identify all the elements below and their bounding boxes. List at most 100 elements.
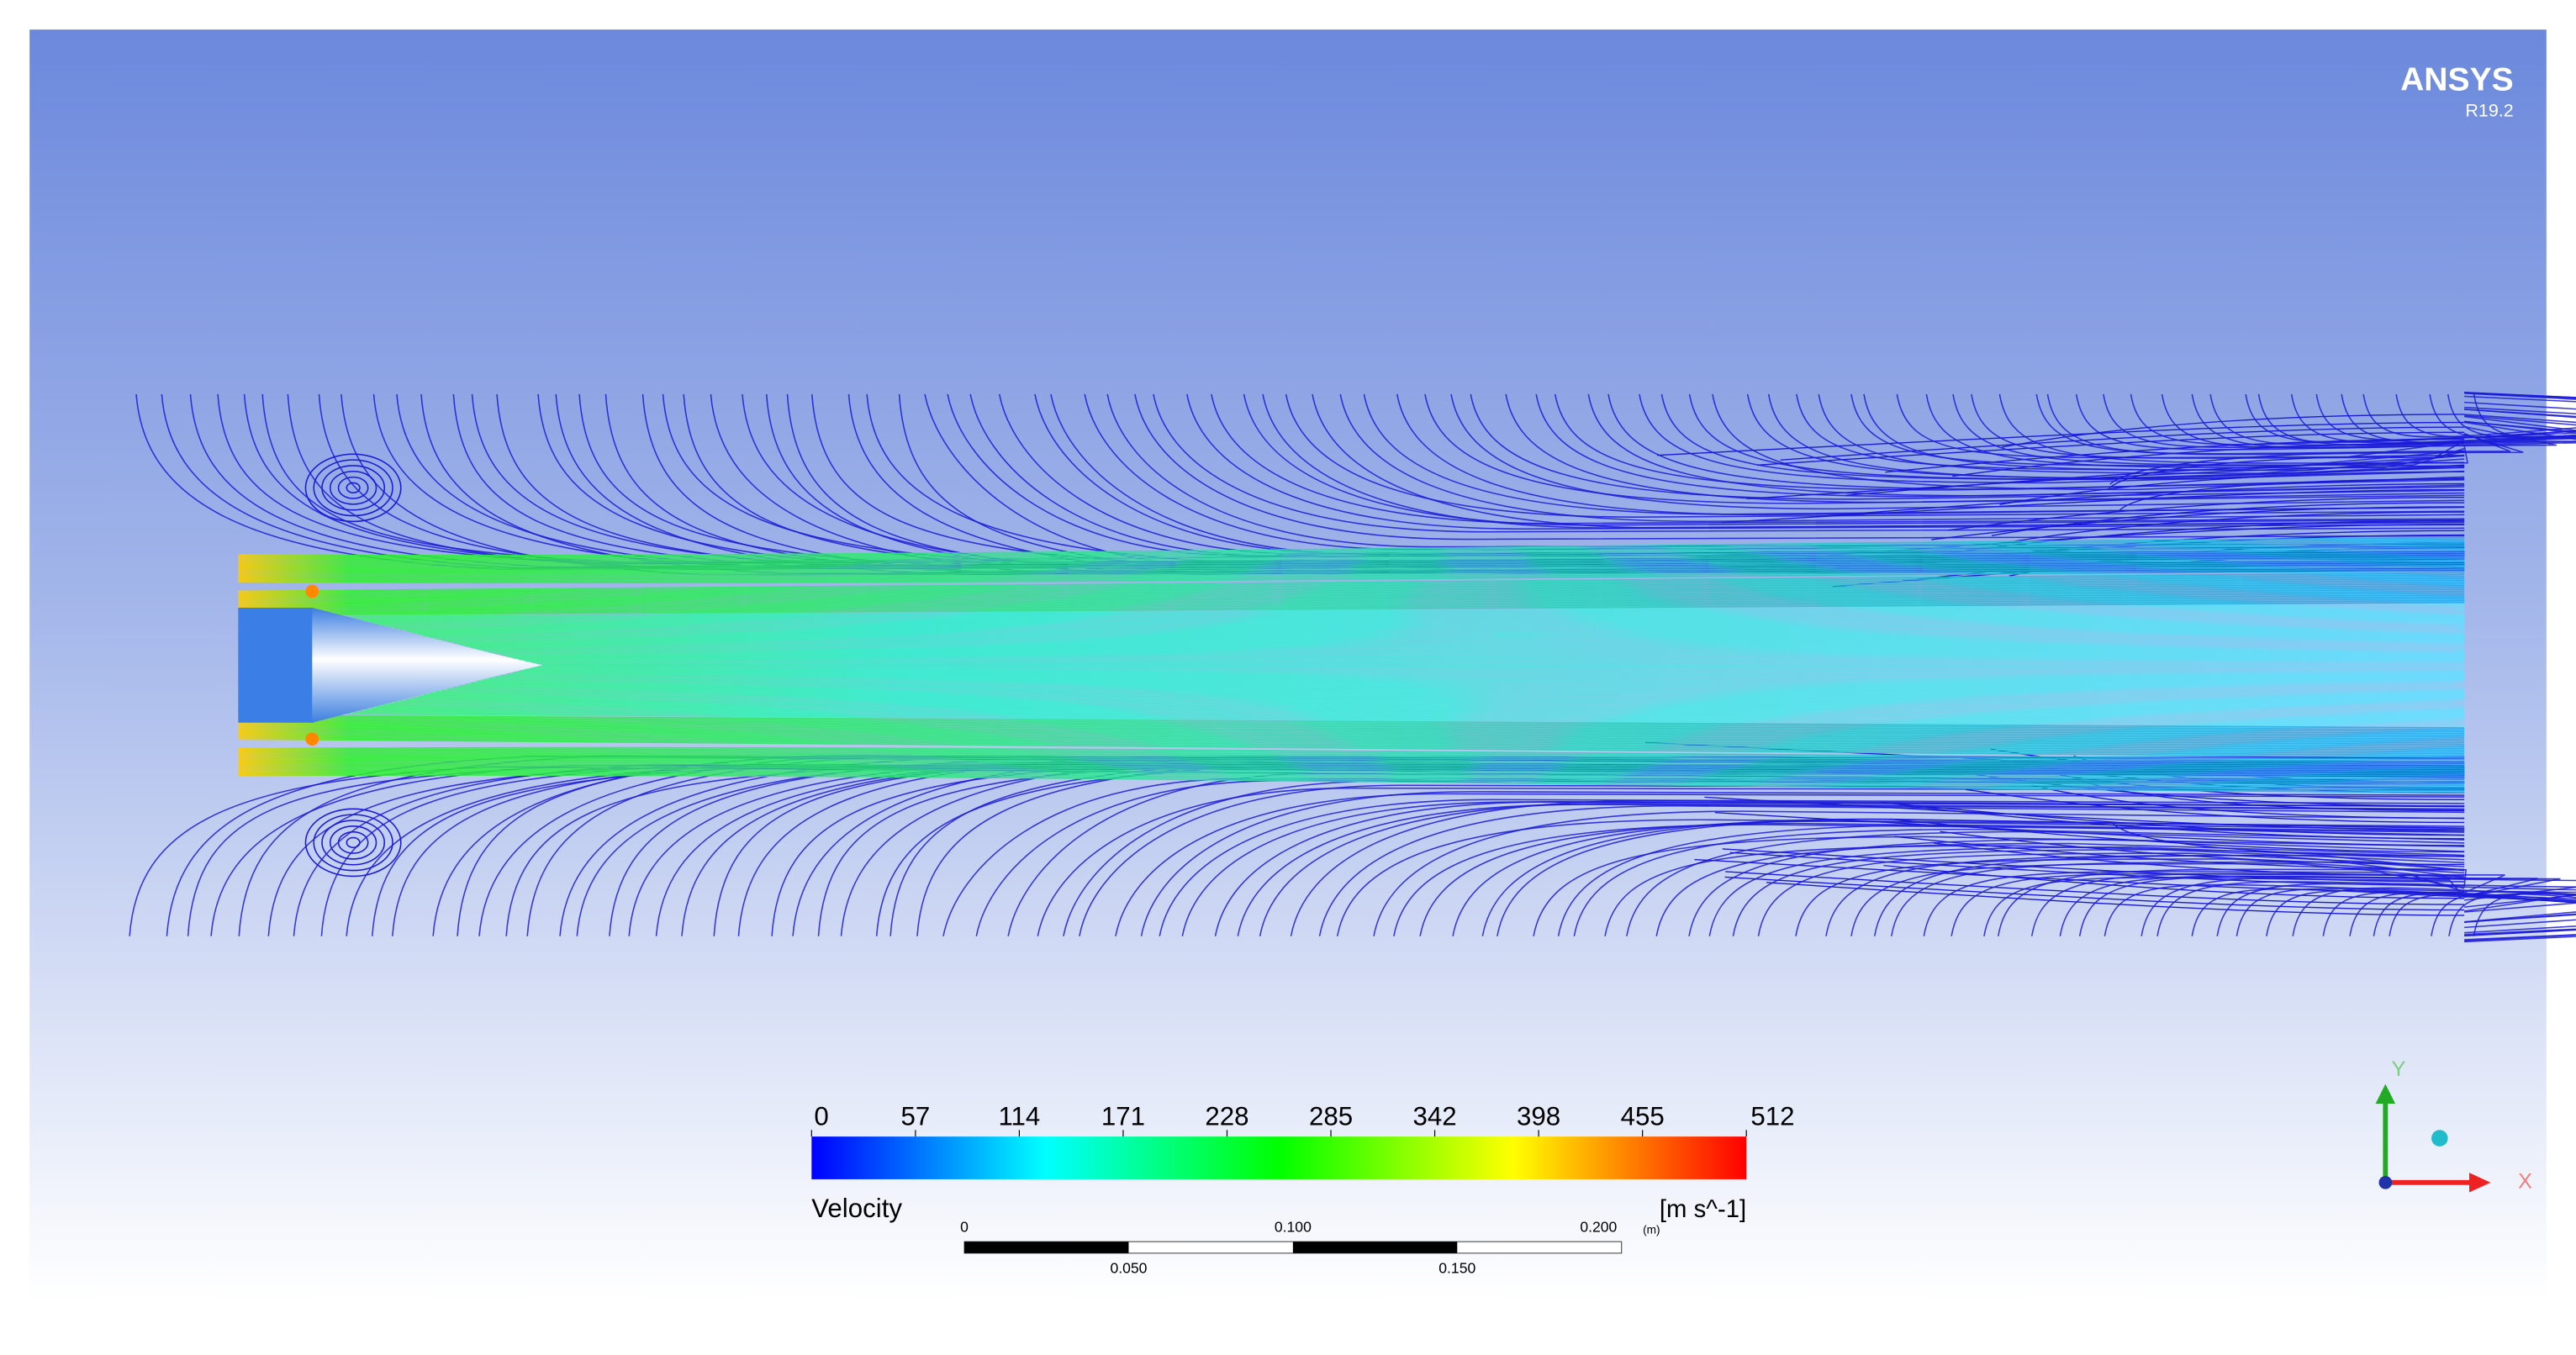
streamline <box>1950 873 2465 936</box>
jet-streamline <box>512 672 2465 676</box>
streamline <box>1894 836 2465 870</box>
streamline <box>1931 506 2465 540</box>
streamline <box>1655 842 2465 936</box>
streamline <box>1885 438 2465 473</box>
jet-streamline <box>435 630 2465 640</box>
legend-tick-label: 228 <box>1205 1101 1248 1131</box>
jet-streamline <box>488 678 2465 683</box>
jet-streamline <box>447 635 2465 643</box>
streamline <box>1694 858 2465 894</box>
jet-streamline <box>238 540 2465 560</box>
vortex <box>346 482 361 493</box>
legend-tick-label: 57 <box>900 1101 930 1131</box>
jet-streamline <box>346 603 2465 618</box>
jet-streamline <box>238 551 2465 568</box>
jet-streamline <box>471 642 2465 649</box>
streamline <box>1396 393 2465 516</box>
streamline <box>1657 421 2465 456</box>
jet-streamline <box>238 566 2465 581</box>
streamline <box>1940 830 2465 866</box>
streamline <box>1708 846 2465 936</box>
jet-streamline <box>238 564 2465 579</box>
streamline <box>1999 471 2465 506</box>
streamline <box>1725 871 2465 905</box>
streamline <box>681 762 2465 936</box>
jet-streamline <box>430 629 2465 638</box>
streamline <box>2141 877 2576 936</box>
jet-streamline <box>238 762 2465 779</box>
brand: ANSYS <box>2400 61 2514 98</box>
legend-tick-label: 171 <box>1101 1101 1145 1131</box>
jet-streamline <box>412 697 2465 707</box>
streamline <box>1732 849 2465 936</box>
jet-streamline <box>238 759 2465 775</box>
nozzle <box>238 584 542 746</box>
streamline <box>1497 818 2465 936</box>
jet-streamline <box>412 624 2465 634</box>
streamline <box>2072 777 2465 812</box>
streamline <box>1505 393 2465 504</box>
jet-streamline <box>238 771 2465 790</box>
streamline <box>2031 784 2465 819</box>
jet-streamline <box>500 674 2465 679</box>
jet-streamline <box>238 760 2465 778</box>
jet-streamline <box>238 568 2465 583</box>
streamline <box>2464 892 2576 941</box>
streamline <box>1557 824 2465 936</box>
jet-streamline <box>238 559 2465 575</box>
streamline <box>916 761 2465 936</box>
streamline <box>1470 393 2465 500</box>
jet-streamline <box>346 713 2465 727</box>
streamline <box>1134 393 2465 540</box>
vortex <box>337 476 369 499</box>
jet-streamline <box>238 550 2465 567</box>
scale-label: 0.200 <box>1580 1218 1617 1235</box>
jet-streamline <box>238 714 2465 729</box>
jet-streamline <box>453 636 2465 644</box>
streamline <box>1587 393 2465 497</box>
streamline <box>346 767 2465 936</box>
scale-bar-segment <box>1292 1242 1458 1253</box>
streamline <box>1712 393 2465 491</box>
hot-spot <box>305 732 319 746</box>
streamline <box>1639 393 2465 484</box>
streamline <box>1106 393 2465 548</box>
streamline <box>1535 393 2465 498</box>
jet-streamline <box>393 701 2465 713</box>
streamline <box>1481 818 2465 936</box>
streamline <box>1237 804 2465 936</box>
nozzle-cone <box>312 607 542 723</box>
jet-streamline <box>453 686 2465 694</box>
streamline <box>1243 393 2465 526</box>
vortex <box>313 814 393 872</box>
streamline <box>2078 875 2561 936</box>
jet-streamline <box>238 716 2465 731</box>
jet-streamline <box>435 691 2465 699</box>
jet-streamline <box>238 717 2465 733</box>
jet-streamline <box>364 609 2465 622</box>
vortex <box>329 470 377 505</box>
jet-streamline <box>488 647 2465 653</box>
jet-streamline <box>494 649 2465 655</box>
jet-streamline <box>238 720 2465 736</box>
streamline <box>2109 451 2465 485</box>
streamline <box>792 757 2465 936</box>
scale-label: 0.150 <box>1438 1259 1475 1276</box>
jet-streamline <box>238 754 2465 770</box>
jet-streamline <box>238 536 2465 556</box>
streamline <box>947 393 2465 557</box>
jet-streamline <box>238 562 2465 577</box>
jet-streamline <box>388 616 2465 628</box>
jet-streamline <box>382 704 2465 716</box>
y-arrow-head <box>2375 1083 2396 1105</box>
jet-streamline <box>441 633 2465 641</box>
jet-streamline <box>358 607 2465 620</box>
jet-streamline <box>382 614 2465 626</box>
jet-streamline <box>447 688 2465 696</box>
jet-streamline <box>238 553 2465 570</box>
streamline <box>2118 478 2465 513</box>
jet-streamline <box>494 676 2465 681</box>
hot-spot <box>305 584 319 598</box>
